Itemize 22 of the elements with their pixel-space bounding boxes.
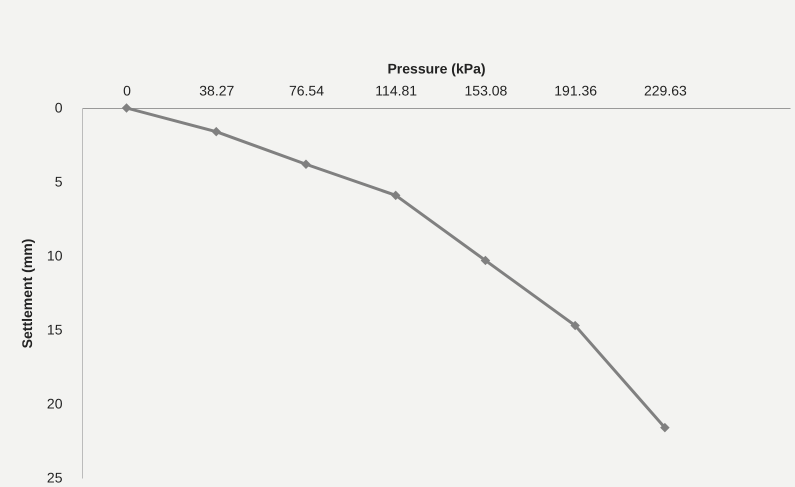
x-tick-label: 0 xyxy=(123,82,132,98)
point xyxy=(122,103,132,113)
point xyxy=(660,422,670,432)
y-tick-label: 5 xyxy=(54,174,63,190)
point xyxy=(301,159,311,169)
x-tick-label: 38.27 xyxy=(199,82,234,98)
x-tick-label: 153.08 xyxy=(464,82,508,98)
y-tick-label: 10 xyxy=(46,248,63,264)
point xyxy=(570,320,580,330)
y-tick-label: 15 xyxy=(46,322,63,338)
x-axis-title: Pressure (kPa) xyxy=(387,60,486,76)
point xyxy=(212,126,222,136)
point xyxy=(390,190,400,200)
x-tick-label: 191.36 xyxy=(554,82,598,98)
y-axis-title: Settlement (mm) xyxy=(18,238,35,348)
point xyxy=(480,256,490,266)
x-tick-label: 229.63 xyxy=(644,82,687,98)
y-tick-label: 25 xyxy=(46,470,63,486)
y-tick-label: 0 xyxy=(54,100,63,116)
y-tick-label: 20 xyxy=(46,396,63,412)
x-tick-label: 76.54 xyxy=(288,82,324,98)
x-tick-label: 114.81 xyxy=(375,82,418,98)
